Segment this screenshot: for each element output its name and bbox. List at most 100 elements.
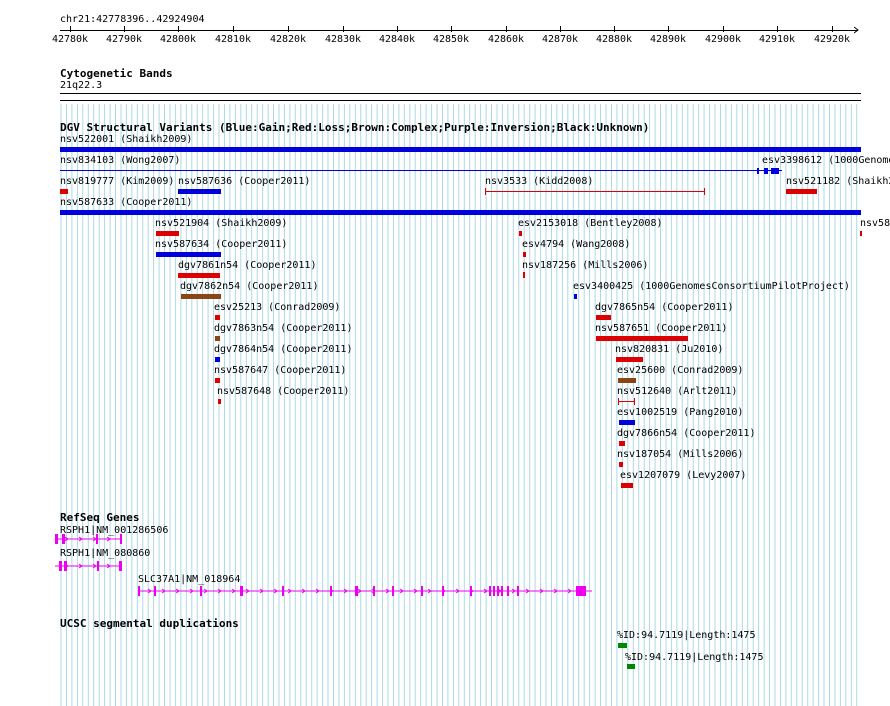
dgv-feature-span-cap[interactable]	[618, 398, 619, 405]
dgv-feature-span-cap[interactable]	[704, 188, 705, 195]
dgv-feature-block[interactable]	[764, 168, 768, 174]
dgv-feature-label[interactable]: esv3398612 (1000GenomesConsortiumPilotPr…	[762, 155, 890, 166]
dgv-feature-bar[interactable]	[178, 189, 221, 194]
dgv-feature-span-cap[interactable]	[485, 188, 486, 195]
dgv-feature-label[interactable]: esv25600 (Conrad2009)	[617, 365, 744, 376]
gene-label[interactable]: SLC37A1|NM_018964	[138, 574, 241, 585]
segdup-label[interactable]: %ID:94.7119|Length:1475	[625, 652, 764, 663]
gene-model[interactable]	[0, 558, 890, 574]
dgv-feature-bar[interactable]	[618, 378, 636, 383]
ruler-tick	[614, 26, 615, 32]
dgv-feature-label[interactable]: nsv187256 (Mills2006)	[522, 260, 649, 271]
dgv-feature-label[interactable]: nsv820831 (Ju2010)	[615, 344, 724, 355]
segdup-bar[interactable]	[618, 643, 627, 648]
dgv-feature-bar[interactable]	[156, 252, 221, 257]
dgv-feature-label[interactable]: esv4794 (Wang2008)	[522, 239, 631, 250]
dgv-feature-bar[interactable]	[523, 252, 526, 257]
gene-exon	[282, 586, 284, 596]
gene-exon	[330, 586, 332, 596]
dgv-feature-bar[interactable]	[616, 357, 643, 362]
dgv-feature-bar[interactable]	[181, 294, 221, 299]
gene-intron	[55, 536, 122, 542]
dgv-feature-bar[interactable]	[215, 336, 220, 341]
dgv-feature-label[interactable]: esv3400425 (1000GenomesConsortiumPilotPr…	[573, 281, 850, 292]
ruler-tick	[343, 26, 344, 32]
dgv-feature-label[interactable]: nsv587647 (Cooper2011)	[214, 365, 347, 376]
ruler-tick	[832, 26, 833, 32]
gene-model[interactable]	[0, 531, 890, 547]
dgv-feature-label[interactable]: nsv587651 (Cooper2011)	[595, 323, 728, 334]
dgv-feature-bar[interactable]	[860, 231, 862, 236]
dgv-feature-label[interactable]: nsv587633 (Cooper2011)	[60, 197, 193, 208]
dgv-feature-label[interactable]: nsv3533 (Kidd2008)	[485, 176, 594, 187]
ruler-axis[interactable]	[60, 30, 858, 31]
dgv-feature-bar[interactable]	[619, 441, 625, 446]
dgv-feature-label[interactable]: esv25213 (Conrad2009)	[214, 302, 341, 313]
dgv-feature-span[interactable]	[485, 191, 705, 192]
dgv-feature-bar[interactable]	[218, 399, 221, 404]
dgv-feature-label[interactable]: dgv7866n54 (Cooper2011)	[617, 428, 756, 439]
dgv-feature-span-cap[interactable]	[634, 398, 635, 405]
dgv-feature-bar[interactable]	[178, 273, 220, 278]
dgv-feature-label[interactable]: esv2153018 (Bentley2008)	[518, 218, 663, 229]
dgv-feature-bar[interactable]	[60, 189, 68, 194]
dgv-feature-bar[interactable]	[215, 378, 220, 383]
ruler-tick-label: 42810k	[214, 34, 252, 45]
cytoband-label[interactable]: 21q22.3	[60, 80, 103, 91]
gene-exon	[355, 586, 358, 596]
dgv-feature-label[interactable]: dgv7865n54 (Cooper2011)	[595, 302, 734, 313]
dgv-feature-line[interactable]	[60, 170, 758, 171]
track-title-refseq: RefSeq Genes	[60, 511, 140, 524]
segdup-bar[interactable]	[627, 664, 635, 669]
dgv-feature-span[interactable]	[618, 401, 635, 402]
gene-exon	[497, 586, 499, 596]
dgv-feature-bar[interactable]	[619, 420, 635, 425]
dgv-feature-bar[interactable]	[574, 294, 577, 299]
dgv-feature-bar[interactable]	[621, 483, 633, 488]
dgv-feature-label[interactable]: nsv587636 (Cooper2011)	[178, 176, 311, 187]
dgv-feature-label[interactable]: nsv521182 (Shaikh2009)	[786, 176, 890, 187]
dgv-feature-bar[interactable]	[619, 462, 623, 467]
dgv-feature-label[interactable]: esv1207079 (Levy2007)	[620, 470, 747, 481]
segdup-label[interactable]: %ID:94.7119|Length:1475	[617, 630, 756, 641]
dgv-feature-bar[interactable]	[523, 272, 525, 278]
gene-exon	[62, 534, 65, 544]
dgv-feature-bar[interactable]	[215, 357, 220, 362]
dgv-feature-block[interactable]	[757, 168, 759, 174]
dgv-feature-label[interactable]: nsv58	[860, 218, 890, 229]
dgv-feature-block[interactable]	[771, 168, 779, 174]
gene-model[interactable]	[0, 583, 890, 599]
gene-exon	[392, 586, 394, 596]
dgv-feature-bar[interactable]	[60, 147, 861, 152]
dgv-feature-bar[interactable]	[786, 189, 817, 194]
dgv-feature-bar[interactable]	[596, 315, 611, 320]
gene-exon	[373, 586, 375, 596]
ruler-tick	[451, 26, 452, 32]
dgv-feature-label[interactable]: dgv7864n54 (Cooper2011)	[214, 344, 353, 355]
dgv-feature-label[interactable]: dgv7862n54 (Cooper2011)	[180, 281, 319, 292]
dgv-feature-label[interactable]: nsv521904 (Shaikh2009)	[155, 218, 288, 229]
dgv-feature-label[interactable]: nsv834103 (Wong2007)	[60, 155, 181, 166]
dgv-feature-line[interactable]	[758, 170, 782, 171]
gene-label[interactable]: RSPH1|NM_080860	[60, 548, 151, 559]
dgv-feature-label[interactable]: nsv187054 (Mills2006)	[617, 449, 744, 460]
dgv-feature-bar[interactable]	[60, 210, 861, 215]
dgv-feature-label[interactable]: nsv512640 (Arlt2011)	[617, 386, 738, 397]
gene-label[interactable]: RSPH1|NM_001286506	[60, 525, 169, 536]
dgv-feature-label[interactable]: dgv7863n54 (Cooper2011)	[214, 323, 353, 334]
dgv-feature-label[interactable]: nsv522001 (Shaikh2009)	[60, 134, 193, 145]
ruler-tick	[233, 26, 234, 32]
ruler-tick-label: 42920k	[813, 34, 851, 45]
dgv-feature-bar[interactable]	[215, 315, 220, 320]
dgv-feature-label[interactable]: esv1002519 (Pang2010)	[617, 407, 744, 418]
ruler-tick-label: 42900k	[704, 34, 742, 45]
dgv-feature-label[interactable]: nsv587634 (Cooper2011)	[155, 239, 288, 250]
dgv-feature-label[interactable]: nsv819777 (Kim2009)	[60, 176, 175, 187]
dgv-feature-bar[interactable]	[519, 231, 522, 236]
dgv-feature-label[interactable]: nsv587648 (Cooper2011)	[217, 386, 350, 397]
dgv-feature-label[interactable]: dgv7861n54 (Cooper2011)	[178, 260, 317, 271]
gene-exon	[442, 586, 444, 596]
dgv-feature-bar[interactable]	[596, 336, 688, 341]
ruler-tick-label: 42800k	[159, 34, 197, 45]
dgv-feature-bar[interactable]	[156, 231, 179, 236]
